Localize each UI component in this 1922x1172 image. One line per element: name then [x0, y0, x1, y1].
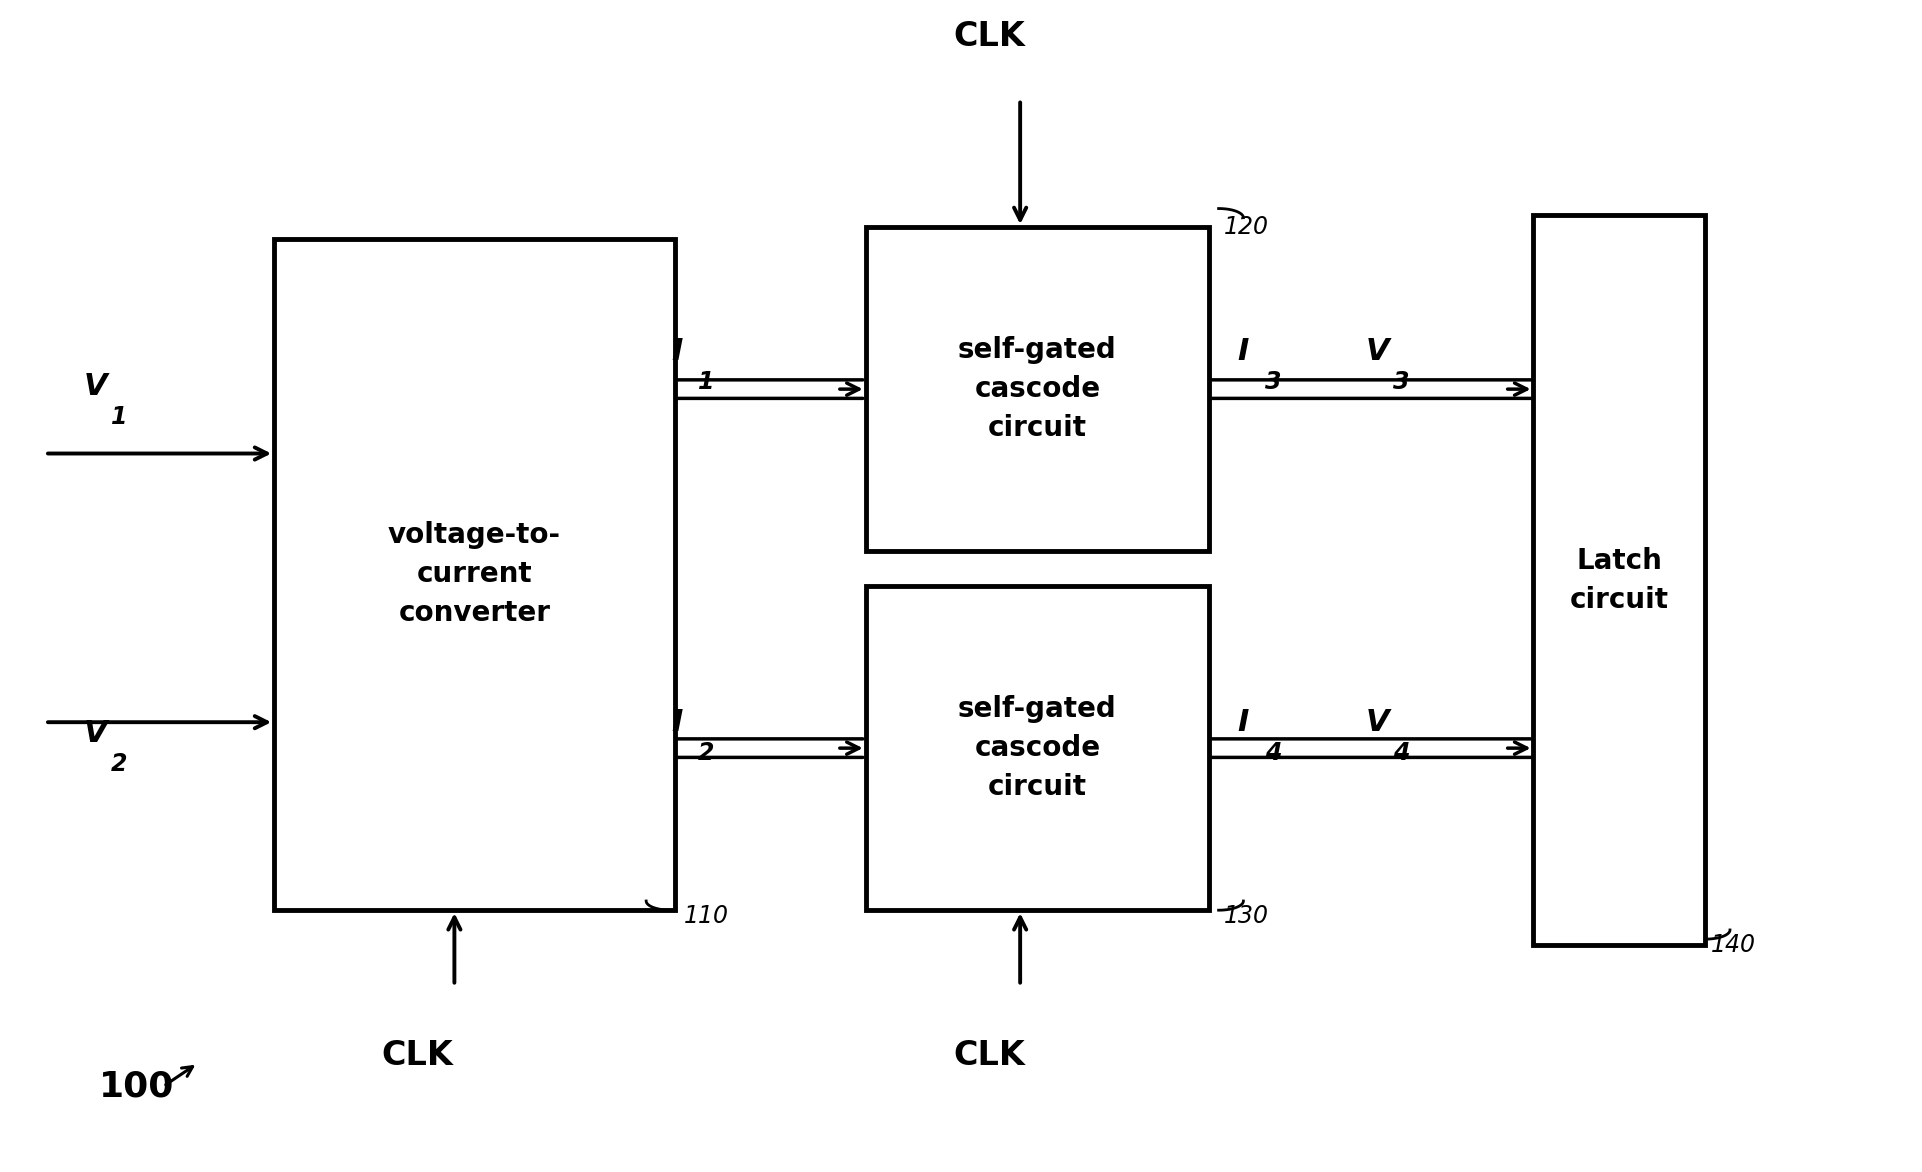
Text: voltage-to-
current
converter: voltage-to- current converter	[388, 522, 561, 627]
Text: I: I	[671, 338, 682, 366]
Text: CLK: CLK	[953, 20, 1026, 53]
Text: 120: 120	[1224, 216, 1269, 239]
Text: V: V	[83, 720, 108, 749]
Text: V: V	[1365, 708, 1390, 737]
Text: 140: 140	[1711, 933, 1757, 958]
Text: self-gated
cascode
circuit: self-gated cascode circuit	[957, 336, 1117, 442]
Text: 3: 3	[1393, 370, 1409, 394]
Text: 2: 2	[698, 741, 715, 764]
Text: 110: 110	[684, 905, 728, 928]
Text: 2: 2	[111, 752, 127, 776]
Bar	[865, 586, 1209, 911]
Text: 100: 100	[98, 1069, 173, 1103]
Text: Latch
circuit: Latch circuit	[1570, 546, 1668, 614]
Text: V: V	[83, 372, 108, 401]
Bar	[275, 239, 675, 911]
Text: 4: 4	[1265, 741, 1282, 764]
Text: I: I	[1238, 708, 1249, 737]
Text: CLK: CLK	[381, 1040, 454, 1072]
Text: 3: 3	[1265, 370, 1282, 394]
Text: 4: 4	[1393, 741, 1409, 764]
Text: I: I	[671, 708, 682, 737]
Text: V: V	[1365, 338, 1390, 366]
Text: 1: 1	[698, 370, 715, 394]
Text: 130: 130	[1224, 905, 1269, 928]
Text: I: I	[1238, 338, 1249, 366]
Bar	[1534, 216, 1705, 945]
Text: self-gated
cascode
circuit: self-gated cascode circuit	[957, 695, 1117, 802]
Text: 1: 1	[111, 404, 127, 429]
Bar	[865, 227, 1209, 551]
Text: CLK: CLK	[953, 1040, 1026, 1072]
